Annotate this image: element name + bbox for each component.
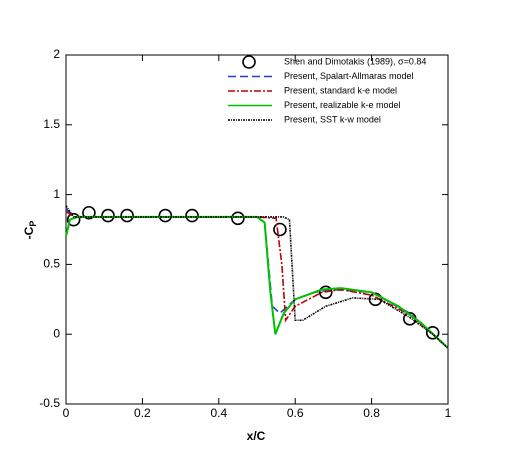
y-tick-label: -0.5 [39, 396, 60, 410]
data-point [66, 212, 81, 227]
x-tick-label: 0 [63, 406, 70, 420]
y-tick-label: 0.5 [43, 257, 60, 271]
plot-frame [65, 54, 449, 405]
data-point [318, 285, 333, 300]
data-point [185, 208, 199, 223]
legend-label: Shen and Dimotakis (1989), σ=0.84 [284, 56, 426, 66]
legend-marker [242, 55, 256, 69]
y-tick-label: 1.5 [43, 117, 60, 131]
series-line [65, 210, 449, 349]
y-axis-label: -CP [22, 221, 38, 240]
data-point [231, 211, 245, 226]
x-tick-label: 0.6 [287, 406, 304, 420]
data-point [82, 205, 96, 220]
data-point [120, 208, 134, 223]
data-point [273, 222, 287, 237]
legend-label: Present, Spalart-Allmaras model [284, 71, 414, 81]
x-tick-label: 0.2 [134, 406, 151, 420]
series-line [65, 205, 449, 349]
y-label-main: -C [22, 226, 36, 239]
data-point [425, 326, 440, 340]
legend-label: Present, SST k-w model [284, 114, 381, 124]
series-line [65, 215, 449, 349]
data-point [101, 208, 115, 223]
y-label-sub: P [28, 221, 38, 227]
x-tick-label: 0.8 [363, 406, 380, 420]
series-line [65, 208, 449, 349]
legend-label: Present, realizable k-e model [284, 100, 401, 110]
legend-label: Present, standard k-e model [284, 85, 397, 95]
x-tick-label: 0.4 [210, 406, 227, 420]
data-point [158, 208, 173, 223]
x-tick-label: 1 [445, 406, 452, 420]
y-tick-label: 2 [53, 47, 60, 61]
x-axis-label: x/C [247, 429, 266, 443]
y-tick-label: 0 [53, 326, 60, 340]
y-tick-label: 1 [53, 187, 60, 201]
